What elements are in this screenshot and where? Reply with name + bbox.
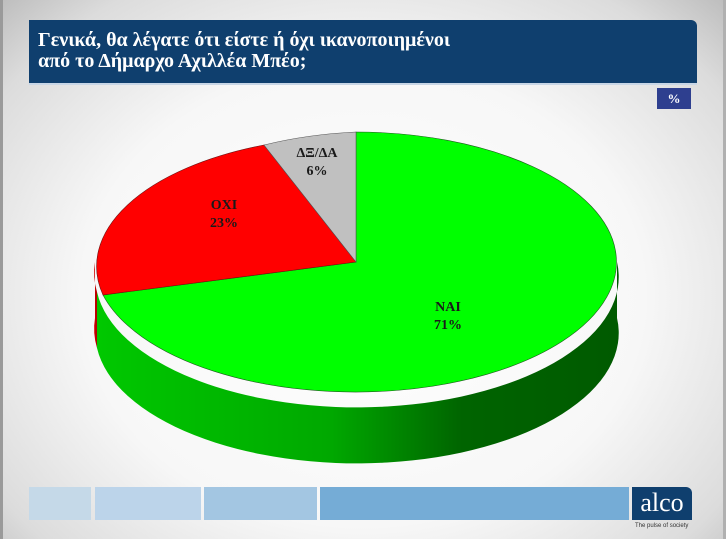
alco-logo: alco [632, 487, 692, 520]
footer-bar-3 [204, 487, 317, 520]
pie-side [94, 262, 619, 464]
label-dk-na-name: ΔΞ/ΔΑ [296, 146, 338, 161]
label-no-value: 23% [210, 216, 238, 231]
title-divider [29, 83, 697, 85]
frame-right-edge [723, 0, 726, 539]
question-title-line-2: από το Δήμαρχο Αχιλλέα Μπέο; [38, 50, 307, 72]
label-yes-name: ΝΑΙ [435, 300, 461, 315]
slice-yes [102, 131, 617, 393]
question-title-line-1: Γενικά, θα λέγατε ότι είστε ή όχι ικανοπ… [38, 29, 451, 51]
unit-badge: % [657, 88, 691, 109]
pie-top [96, 131, 617, 393]
label-no-name: ΟΧΙ [211, 198, 237, 213]
slice-side-yes [97, 262, 619, 464]
question-title-box: Γενικά, θα λέγατε ότι είστε ή όχι ικανοπ… [29, 20, 697, 83]
slice-no [96, 144, 357, 296]
slice-side-no [94, 262, 97, 348]
label-dk-na-value: 6% [307, 164, 328, 179]
footer-bar-1 [29, 487, 91, 520]
footer-bar-4 [320, 487, 629, 520]
footer-bar-2 [95, 487, 201, 520]
label-yes-value: 71% [434, 318, 462, 333]
logo-tagline: The pulse of society [635, 523, 689, 529]
frame-left-edge [0, 0, 3, 539]
slice-dk-na [263, 131, 357, 263]
